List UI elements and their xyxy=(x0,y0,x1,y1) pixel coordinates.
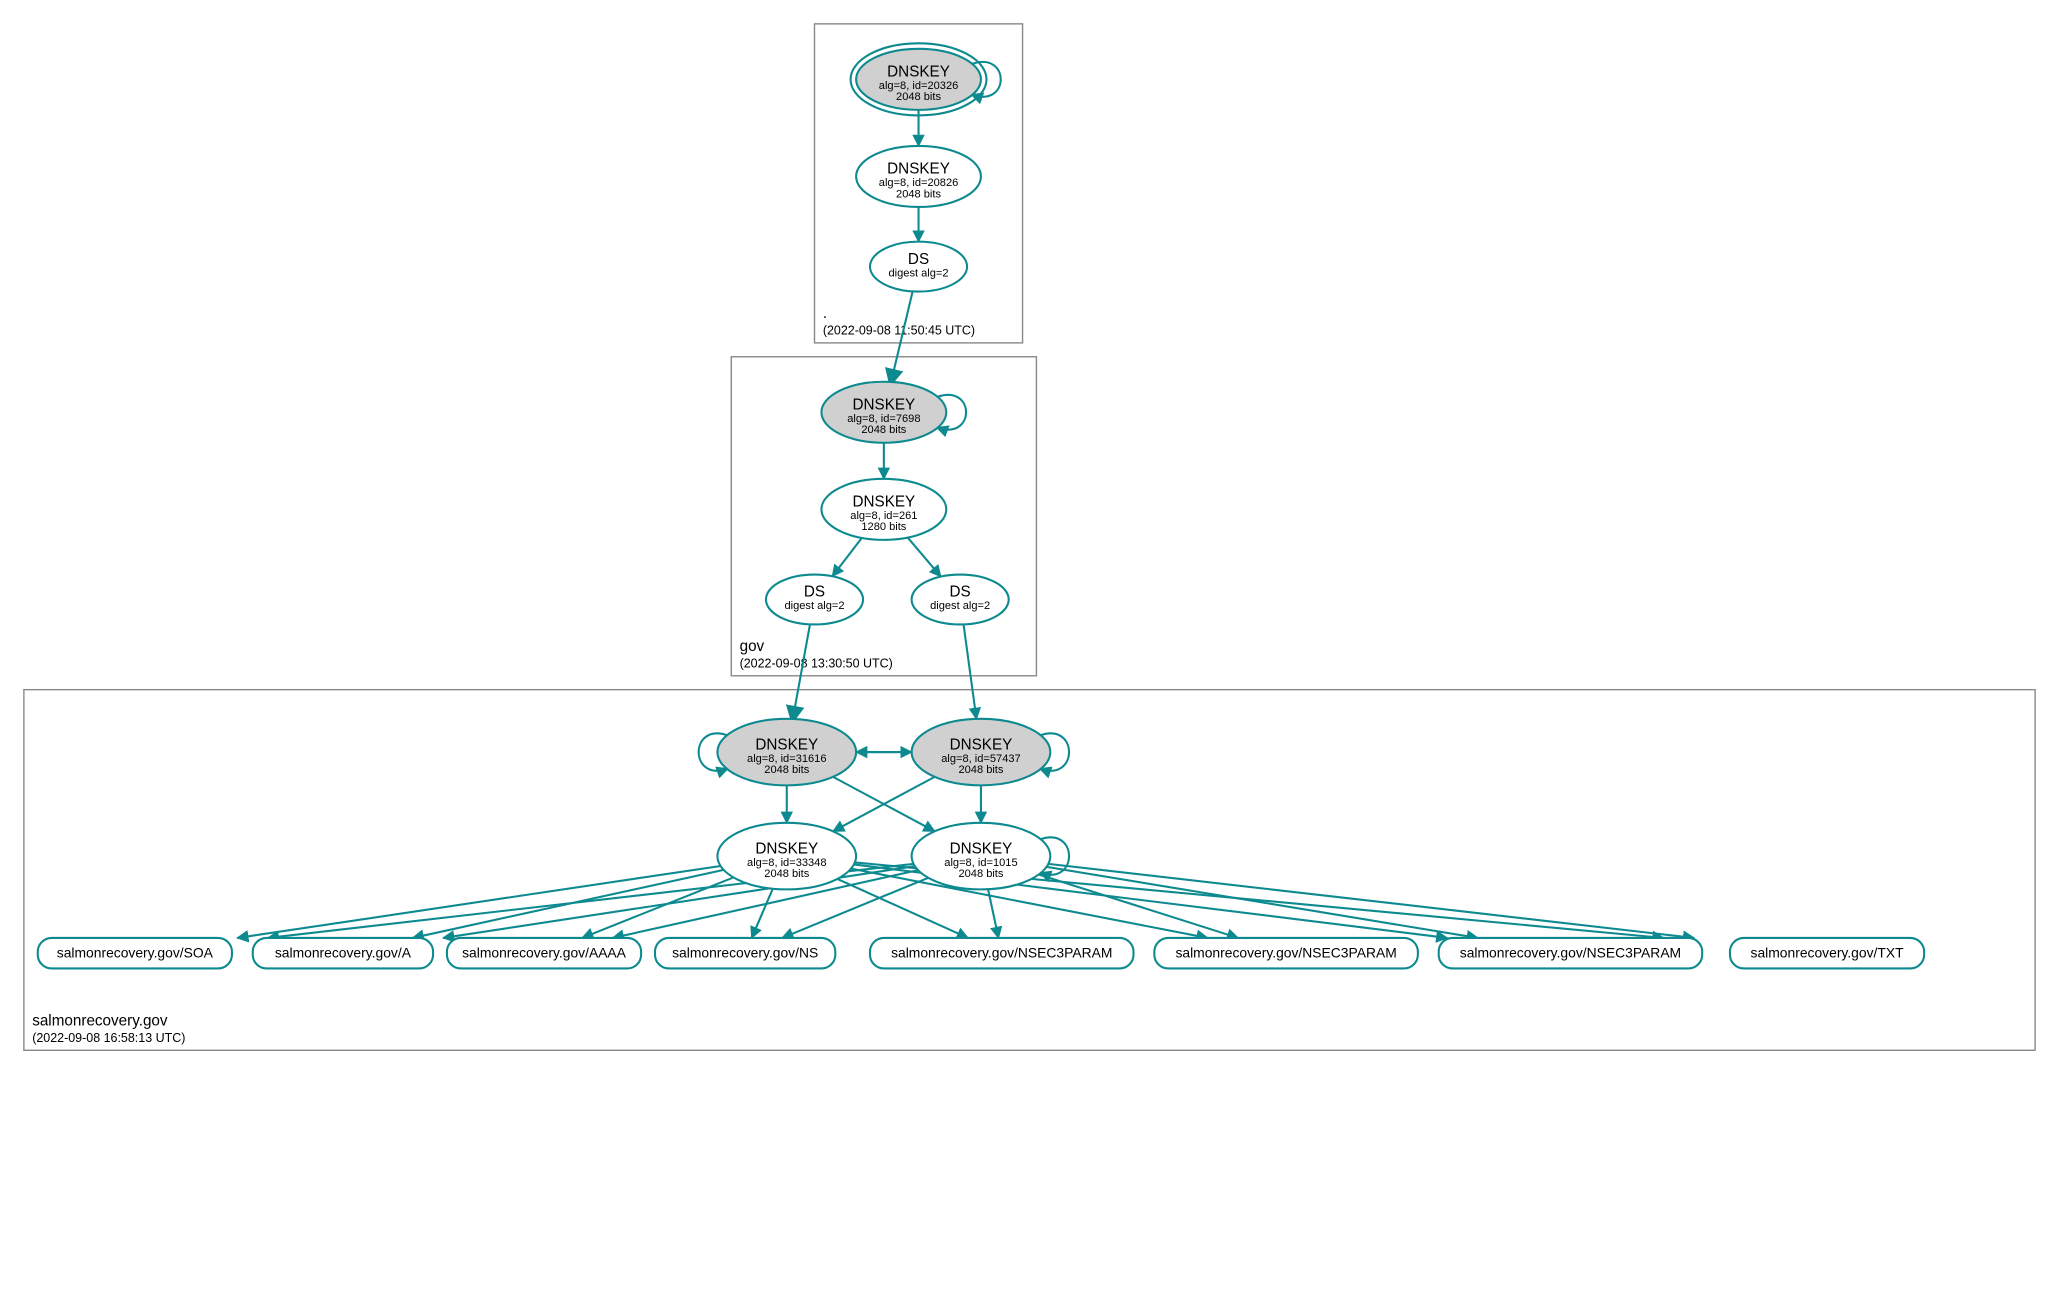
svg-text:DNSKEY: DNSKEY xyxy=(852,494,915,511)
svg-text:2048 bits: 2048 bits xyxy=(764,764,809,776)
node-sal_ksk1: DNSKEYalg=8, id=316162048 bits xyxy=(717,719,856,786)
svg-text:DS: DS xyxy=(908,251,929,268)
svg-text:(2022-09-08 13:30:50 UTC): (2022-09-08 13:30:50 UTC) xyxy=(740,656,893,670)
svg-text:salmonrecovery.gov/SOA: salmonrecovery.gov/SOA xyxy=(57,944,214,960)
svg-text:.: . xyxy=(823,305,827,322)
rr_txt: salmonrecovery.gov/TXT xyxy=(1730,938,1924,969)
svg-text:salmonrecovery.gov/TXT: salmonrecovery.gov/TXT xyxy=(1751,944,1905,960)
node-sal_ksk2: DNSKEYalg=8, id=574372048 bits xyxy=(912,719,1051,786)
svg-text:salmonrecovery.gov: salmonrecovery.gov xyxy=(32,1012,168,1029)
svg-text:gov: gov xyxy=(740,638,765,655)
svg-text:DNSKEY: DNSKEY xyxy=(755,840,818,857)
svg-text:DNSKEY: DNSKEY xyxy=(887,161,950,178)
svg-text:digest alg=2: digest alg=2 xyxy=(930,600,990,612)
node-sal_zsk1: DNSKEYalg=8, id=333482048 bits xyxy=(717,823,856,890)
node-gov_zsk: DNSKEYalg=8, id=2611280 bits xyxy=(821,479,946,540)
svg-text:salmonrecovery.gov/NS: salmonrecovery.gov/NS xyxy=(672,944,818,960)
rr_n3p3: salmonrecovery.gov/NSEC3PARAM xyxy=(1439,938,1703,969)
svg-text:salmonrecovery.gov/A: salmonrecovery.gov/A xyxy=(275,944,412,960)
rr_aaaa: salmonrecovery.gov/AAAA xyxy=(447,938,641,969)
svg-text:1280 bits: 1280 bits xyxy=(861,521,906,533)
node-root_zsk: DNSKEYalg=8, id=208262048 bits xyxy=(856,146,981,207)
node-root_ds: DSdigest alg=2 xyxy=(870,242,967,292)
rr_n3p1: salmonrecovery.gov/NSEC3PARAM xyxy=(870,938,1134,969)
rrsets: salmonrecovery.gov/SOA salmonrecovery.gov… xyxy=(38,938,1924,969)
svg-text:2048 bits: 2048 bits xyxy=(958,764,1003,776)
svg-text:2048 bits: 2048 bits xyxy=(861,424,906,436)
svg-text:2048 bits: 2048 bits xyxy=(896,188,941,200)
svg-text:DNSKEY: DNSKEY xyxy=(950,840,1013,857)
svg-text:DNSKEY: DNSKEY xyxy=(887,64,950,81)
svg-text:DS: DS xyxy=(950,584,971,601)
svg-text:digest alg=2: digest alg=2 xyxy=(784,600,844,612)
svg-text:salmonrecovery.gov/NSEC3PARAM: salmonrecovery.gov/NSEC3PARAM xyxy=(1175,944,1396,960)
rr_soa: salmonrecovery.gov/SOA xyxy=(38,938,232,969)
svg-text:salmonrecovery.gov/NSEC3PARAM: salmonrecovery.gov/NSEC3PARAM xyxy=(1460,944,1681,960)
svg-text:DNSKEY: DNSKEY xyxy=(755,736,818,753)
dnssec-graph: .(2022-09-08 11:50:45 UTC)gov(2022-09-08… xyxy=(10,10,2049,1286)
svg-text:DNSKEY: DNSKEY xyxy=(950,736,1013,753)
rr_a: salmonrecovery.gov/A xyxy=(253,938,433,969)
node-gov_ds1: DSdigest alg=2 xyxy=(766,575,863,625)
svg-text:salmonrecovery.gov/AAAA: salmonrecovery.gov/AAAA xyxy=(462,944,627,960)
svg-text:2048 bits: 2048 bits xyxy=(958,868,1003,880)
node-gov_ksk: DNSKEYalg=8, id=76982048 bits xyxy=(821,382,946,443)
node-sal_zsk2: DNSKEYalg=8, id=10152048 bits xyxy=(912,823,1051,890)
svg-text:digest alg=2: digest alg=2 xyxy=(889,267,949,279)
svg-text:2048 bits: 2048 bits xyxy=(896,91,941,103)
svg-text:DNSKEY: DNSKEY xyxy=(852,396,915,413)
node-gov_ds2: DSdigest alg=2 xyxy=(912,575,1009,625)
rr_n3p2: salmonrecovery.gov/NSEC3PARAM xyxy=(1154,938,1418,969)
svg-text:(2022-09-08 11:50:45 UTC): (2022-09-08 11:50:45 UTC) xyxy=(823,324,975,338)
svg-text:2048 bits: 2048 bits xyxy=(764,868,809,880)
svg-text:salmonrecovery.gov/NSEC3PARAM: salmonrecovery.gov/NSEC3PARAM xyxy=(891,944,1112,960)
svg-text:DS: DS xyxy=(804,584,825,601)
rr_ns: salmonrecovery.gov/NS xyxy=(655,938,835,969)
svg-text:(2022-09-08 16:58:13 UTC): (2022-09-08 16:58:13 UTC) xyxy=(32,1031,185,1045)
node-root_ksk: DNSKEYalg=8, id=203262048 bits xyxy=(851,43,987,115)
